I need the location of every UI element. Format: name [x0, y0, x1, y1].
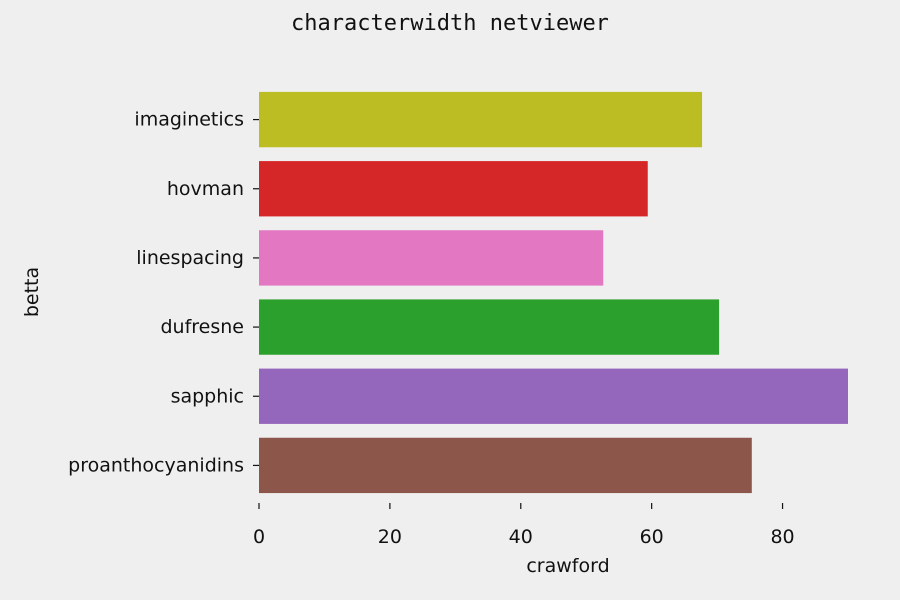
y-tick-label: proanthocyanidins: [68, 454, 244, 476]
x-tick-label: 20: [378, 526, 402, 548]
y-axis-ticks: imaginetics hovman linespacing dufresne sapp…: [68, 109, 259, 476]
x-axis-ticks: 0 20 40 60 80: [253, 503, 795, 548]
bars-group: [259, 91, 848, 494]
y-tick-label: imaginetics: [134, 109, 244, 131]
bar-dufresne: [259, 299, 720, 355]
x-tick-label: 40: [509, 526, 533, 548]
y-axis-label: betta: [21, 267, 43, 317]
bar-hovman: [259, 161, 648, 217]
bar-linespacing: [259, 230, 604, 286]
x-axis-label: crawford: [526, 555, 609, 577]
y-tick-label: dufresne: [160, 316, 244, 338]
x-tick-label: 0: [253, 526, 265, 548]
x-tick-label: 60: [640, 526, 664, 548]
bar-imaginetics: [259, 91, 703, 148]
chart-title: characterwidth netviewer: [291, 11, 609, 36]
bar-sapphic: [259, 368, 848, 424]
y-tick-label: hovman: [167, 178, 244, 200]
x-tick-label: 80: [770, 526, 794, 548]
bar-proanthocyanidins: [259, 437, 752, 494]
y-tick-label: sapphic: [171, 385, 244, 407]
y-tick-label: linespacing: [136, 247, 244, 269]
